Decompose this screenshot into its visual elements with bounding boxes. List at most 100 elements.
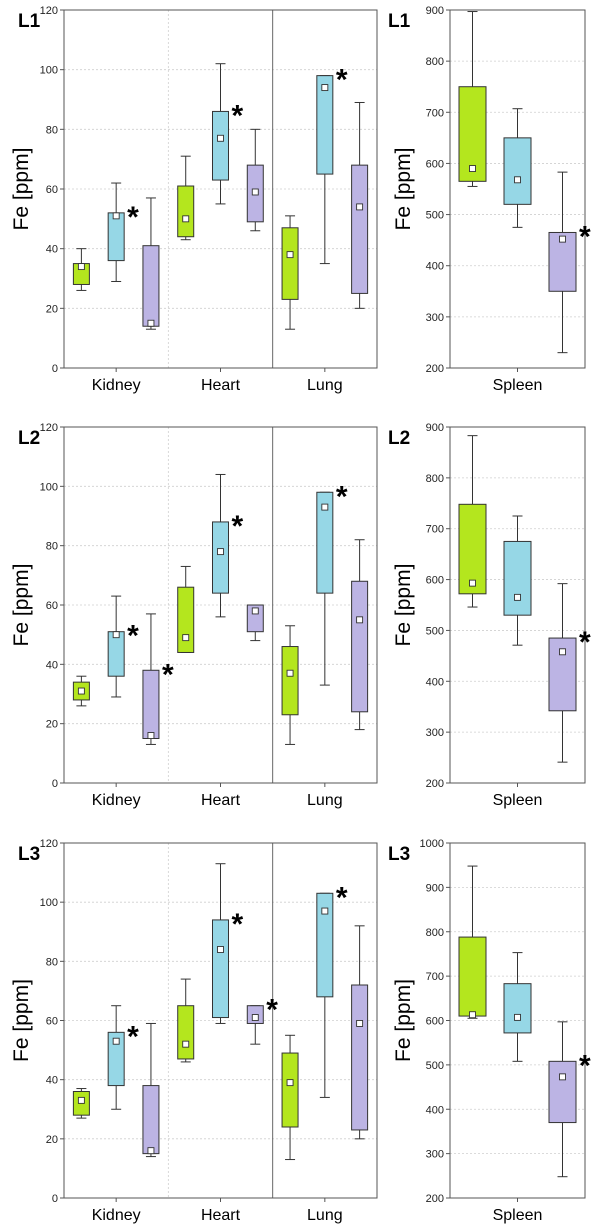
y-axis-label: Fe [ppm] <box>10 564 33 647</box>
y-tick-label: 500 <box>426 1060 444 1072</box>
chart-l2-spleen: 200 300 400 500 600 700 800 900 Spleen L2 Fe [ppm]… <box>388 422 591 809</box>
median-marker <box>321 907 329 915</box>
y-tick-label: 0 <box>52 1193 58 1205</box>
panel-label: L3 <box>388 844 410 865</box>
category-label-kidney: Kidney <box>92 792 141 809</box>
box-lung-blue: * <box>316 881 348 1098</box>
median-marker <box>469 1011 476 1019</box>
y-tick-label: 300 <box>426 1149 444 1161</box>
box-heart-blue: * <box>212 863 244 1024</box>
median-marker <box>182 215 190 223</box>
box-spleen-purple: * <box>548 1021 591 1178</box>
median-marker <box>77 687 85 695</box>
y-tick-label: 800 <box>426 473 444 485</box>
y-tick-label: 600 <box>426 1016 444 1028</box>
y-tick-label: 200 <box>426 363 444 375</box>
y-tick-label: 40 <box>46 244 58 256</box>
box-rect <box>316 491 334 594</box>
significance-star: * <box>127 201 139 234</box>
box-rect <box>212 521 229 594</box>
box-rect <box>142 669 160 739</box>
y-tick-label: 120 <box>40 422 58 434</box>
category-label-heart: Heart <box>201 377 241 394</box>
median-marker <box>514 176 521 184</box>
box-rect <box>212 919 229 1019</box>
box-heart-blue: * <box>212 473 244 618</box>
box-kidney-green <box>72 248 90 291</box>
significance-star: * <box>232 908 244 941</box>
box-heart-purple <box>246 604 264 642</box>
median-marker <box>356 1020 364 1027</box>
box-kidney-green <box>72 1088 90 1119</box>
box-rect <box>458 86 487 182</box>
y-tick-label: 300 <box>426 312 444 324</box>
box-lung-green <box>281 1034 299 1161</box>
box-rect <box>142 1085 160 1155</box>
box-rect <box>351 164 369 294</box>
median-marker <box>286 1079 294 1087</box>
box-rect <box>548 1060 577 1124</box>
median-marker <box>147 1147 155 1155</box>
box-rect <box>351 580 369 713</box>
panel-label: L3 <box>18 844 40 865</box>
median-marker <box>559 1073 566 1081</box>
y-tick-label: 700 <box>426 524 444 536</box>
median-marker <box>217 946 224 953</box>
y-tick-label: 80 <box>46 124 58 136</box>
y-tick-label: 600 <box>426 575 444 587</box>
significance-star: * <box>579 626 591 659</box>
median-marker <box>77 263 85 271</box>
box-lung-green <box>281 215 299 330</box>
median-marker <box>286 669 294 677</box>
box-rect <box>281 227 299 300</box>
box-rect <box>107 212 125 262</box>
y-tick-label: 0 <box>52 778 58 790</box>
box-rect <box>458 503 487 595</box>
y-tick-label: 20 <box>46 719 58 731</box>
y-tick-label: 100 <box>40 65 58 77</box>
box-rect <box>351 984 369 1131</box>
category-label-heart: Heart <box>201 792 241 809</box>
significance-star: * <box>162 658 174 691</box>
box-rect <box>246 604 264 633</box>
box-heart-purple <box>246 128 264 232</box>
median-marker <box>112 631 120 639</box>
median-marker <box>286 251 294 259</box>
significance-star: * <box>127 620 139 653</box>
box-heart-green <box>177 155 195 241</box>
significance-star: * <box>336 64 348 97</box>
y-tick-label: 400 <box>426 261 444 273</box>
significance-star: * <box>232 99 244 132</box>
median-marker <box>251 607 259 615</box>
y-axis-label: Fe [ppm] <box>392 148 415 231</box>
y-tick-label: 200 <box>426 1193 444 1205</box>
y-axis-label: Fe [ppm] <box>392 564 415 647</box>
y-tick-label: 120 <box>40 5 58 17</box>
box-spleen-purple: * <box>548 171 591 354</box>
category-label-heart: Heart <box>201 1207 241 1224</box>
y-tick-label: 80 <box>46 956 58 968</box>
median-marker <box>469 579 476 587</box>
box-kidney-green <box>72 675 90 707</box>
box-kidney-blue: * <box>107 182 139 282</box>
y-tick-label: 400 <box>426 676 444 688</box>
box-lung-blue: * <box>316 64 348 265</box>
y-tick-label: 80 <box>46 541 58 553</box>
box-lung-purple <box>351 101 369 309</box>
median-marker <box>559 235 566 243</box>
category-label-kidney: Kidney <box>92 1207 141 1224</box>
box-rect <box>212 110 229 181</box>
median-marker <box>182 1040 190 1048</box>
median-marker <box>469 165 476 172</box>
significance-star: * <box>579 220 591 253</box>
panel-label: L1 <box>388 11 411 32</box>
y-tick-label: 60 <box>46 1016 58 1028</box>
median-marker <box>217 134 224 142</box>
significance-star: * <box>336 480 348 513</box>
y-tick-label: 20 <box>46 1134 58 1146</box>
y-tick-label: 600 <box>426 158 444 170</box>
y-tick-label: 0 <box>52 363 58 375</box>
box-heart-blue: * <box>212 63 244 205</box>
box-rect <box>107 1031 125 1087</box>
